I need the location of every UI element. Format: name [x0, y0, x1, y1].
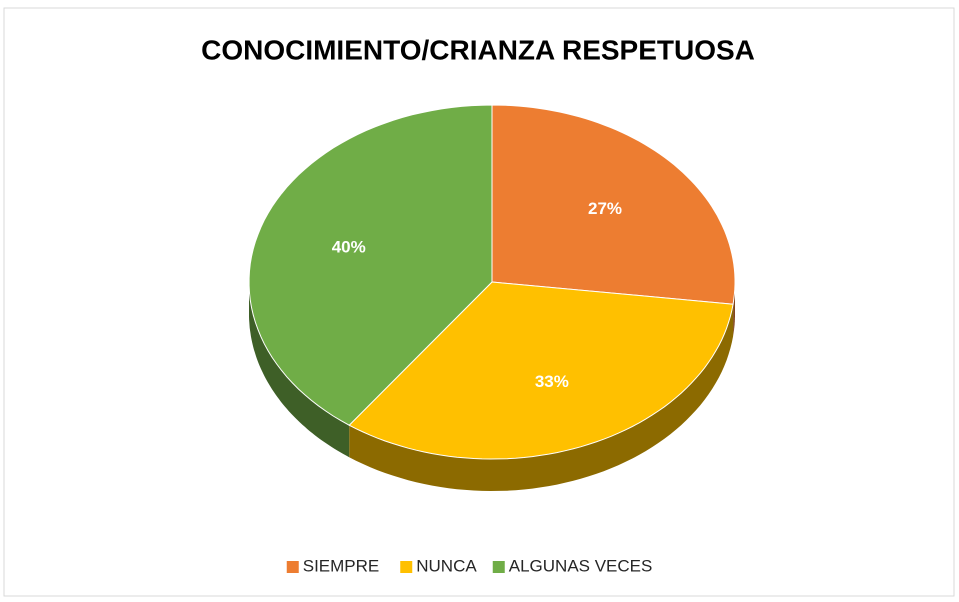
legend: SIEMPRE NUNCA ALGUNAS VECES [286, 556, 653, 575]
data-label: 40% [332, 238, 366, 257]
slice [348, 281, 734, 460]
data-label: 27% [588, 199, 622, 218]
data-labels: 27% 33% 40% [332, 199, 622, 391]
slice-side [249, 282, 350, 458]
legend-label: ALGUNAS VECES [509, 556, 653, 575]
pie-tops [248, 104, 736, 460]
legend-swatch [286, 561, 299, 573]
data-label: 33% [535, 372, 569, 391]
legend-swatch [400, 561, 413, 573]
legend-swatch [492, 561, 505, 573]
slice-side [349, 304, 734, 491]
slice [248, 104, 493, 426]
chart-title: CONOCIMIENTO/CRIANZA RESPETUOSA [201, 34, 755, 65]
legend-label: NUNCA [416, 556, 477, 575]
legend-label: SIEMPRE [303, 556, 380, 575]
slice [491, 104, 736, 305]
